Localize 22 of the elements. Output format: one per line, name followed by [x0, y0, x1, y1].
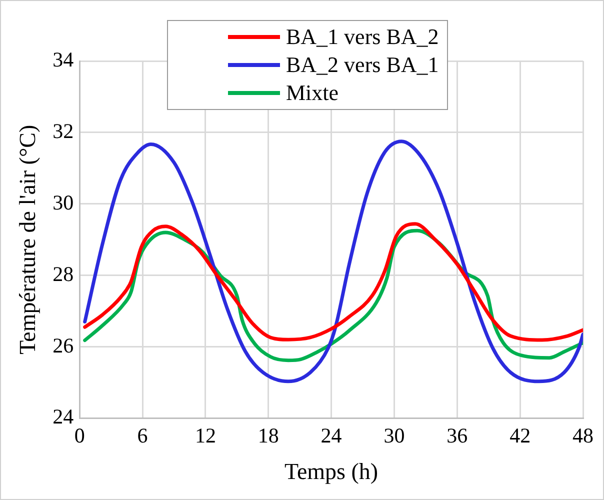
y-tick-label: 34: [52, 48, 74, 72]
x-tick-label: 36: [446, 423, 468, 448]
x-tick-label: 48: [572, 423, 594, 448]
line-series: [83, 140, 583, 384]
y-tick-label: 30: [52, 190, 74, 214]
y-tick-label: 24: [52, 404, 74, 429]
legend-label: BA_2 vers BA_1: [286, 51, 439, 79]
x-tick-label: 18: [258, 423, 279, 448]
y-axis-title: Température de l'air (°C): [14, 124, 40, 354]
y-tick-label: 26: [52, 333, 74, 358]
y-tick-label: 32: [52, 118, 74, 143]
legend-label: Mixte: [286, 79, 339, 107]
legend-label: BA_1 vers BA_2: [286, 23, 439, 51]
x-tick-label: 0: [74, 423, 85, 448]
x-tick-label: 42: [510, 423, 531, 448]
x-tick-label: 30: [384, 423, 405, 448]
x-tick-label: 24: [320, 423, 342, 448]
x-axis-title: Temps (h): [284, 459, 378, 484]
x-tick-label: 6: [137, 423, 148, 448]
line-series: [83, 222, 583, 342]
y-tick-label: 28: [52, 262, 74, 286]
x-tick-label: 12: [194, 423, 216, 448]
